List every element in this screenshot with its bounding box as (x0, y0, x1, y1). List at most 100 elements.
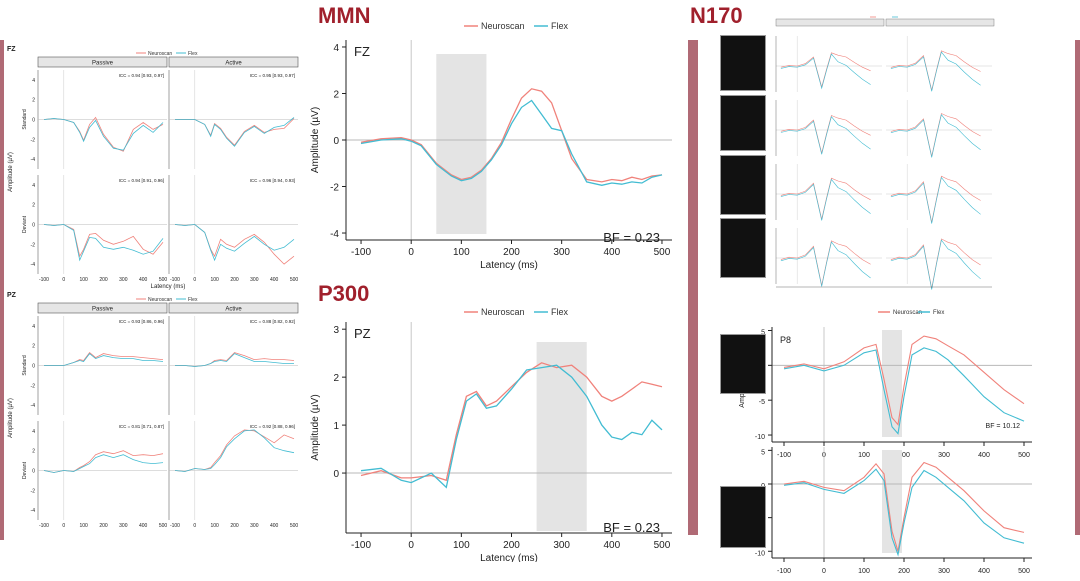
icc-annotation: ICC = 0.96 [0.94, 0.93] (250, 178, 295, 183)
icc-annotation: ICC = 0.88 [0.82, 0.92] (250, 319, 295, 324)
facet-header-label: Passive (92, 61, 114, 67)
panel-label: P8 (780, 335, 791, 345)
x-tick-label: 400 (270, 523, 279, 529)
x-axis-label: Latency (ms) (151, 284, 186, 290)
y-tick-label: 5 (761, 449, 765, 456)
icc-annotation: ICC = 0.93 [0.86, 0.96] (119, 319, 164, 324)
icc-annotation: ICC = 0.94 [0.93, 0.97] (119, 73, 164, 78)
analysis-window-shade (436, 54, 487, 234)
series-line-flex (890, 176, 981, 224)
x-tick-label: 100 (210, 277, 219, 283)
series-line-neuroscan (890, 113, 981, 157)
series-line-neuroscan (175, 118, 295, 146)
x-tick-label: 500 (159, 277, 168, 283)
panel-label: FZ (354, 44, 370, 59)
facet-header-label: Active (225, 61, 242, 67)
y-axis-label: Amplitude (µV) (8, 152, 14, 192)
series-line-neuroscan (43, 450, 164, 473)
x-tick-label: 300 (119, 277, 128, 283)
left-accent-bar (0, 40, 4, 540)
y-axis-label: Amplitude (µV) (310, 394, 321, 460)
y-tick-label: -4 (31, 157, 36, 163)
y-tick-label: -4 (31, 262, 36, 268)
series-line-flex (175, 353, 294, 367)
x-tick-label: -100 (777, 452, 791, 459)
x-tick-label: 300 (938, 452, 950, 459)
x-tick-label: 0 (408, 540, 414, 551)
y-tick-label: -10 (755, 550, 765, 557)
series-line-flex (783, 468, 1025, 557)
x-tick-label: 400 (978, 568, 990, 575)
series-line-flex (890, 51, 981, 92)
facet-header-label: Passive (92, 307, 114, 313)
y-tick-label: 0 (32, 364, 35, 370)
series-line-neuroscan (890, 175, 981, 223)
facet-row-label: Standard (22, 355, 28, 376)
x-tick-label: 0 (62, 523, 65, 529)
series-line-flex (780, 178, 871, 221)
x-tick-label: 400 (139, 523, 148, 529)
x-tick-label: 400 (270, 277, 279, 283)
x-tick-label: 100 (858, 568, 870, 575)
series-line-neuroscan (890, 50, 981, 91)
series-line-flex (175, 117, 295, 147)
series-line-neuroscan (174, 224, 295, 265)
x-tick-label: 500 (1018, 568, 1030, 575)
bayes-factor-annotation: BF = 0.23 (603, 230, 660, 245)
right-accent-bar (1075, 40, 1080, 535)
face-inverted-thumbnail-2 (720, 486, 766, 548)
y-tick-label: 1 (333, 421, 339, 432)
middle-accent-bar (688, 40, 698, 535)
analysis-window-shade (536, 342, 587, 531)
facet-header-passive (37, 302, 168, 314)
x-tick-label: 300 (553, 540, 570, 551)
series-line-flex (43, 454, 164, 473)
series-line-neuroscan (780, 52, 871, 89)
x-tick-label: 0 (193, 523, 196, 529)
x-tick-label: -100 (39, 523, 49, 529)
x-tick-label: -100 (170, 523, 180, 529)
x-tick-label: 400 (978, 452, 990, 459)
x-axis-label: Latency (ms) (480, 260, 538, 271)
x-tick-label: 500 (654, 247, 671, 258)
series-line-neuroscan (44, 352, 164, 366)
x-tick-label: 200 (99, 523, 108, 529)
face-thumbnail-1 (720, 35, 766, 91)
n170-overview-grid (775, 16, 995, 290)
fz-small-multiples-figure: FZ Neuroscan Flex Passive Active Standard 4 2 0 -… (7, 46, 298, 290)
y-tick-label: 3 (333, 325, 339, 336)
x-tick-label: 100 (79, 523, 88, 529)
x-tick-label: 0 (193, 277, 196, 283)
y-axis-label: Amplitude (µV) (8, 398, 14, 438)
x-tick-label: -100 (39, 277, 49, 283)
x-tick-label: 200 (230, 277, 239, 283)
x-axis-label: Latency (ms) (480, 553, 538, 562)
x-tick-label: 200 (898, 452, 910, 459)
bayes-factor-annotation: BF = 0.23 (603, 520, 660, 535)
x-tick-label: 500 (654, 540, 671, 551)
y-tick-label: -2 (31, 488, 36, 494)
y-tick-label: 0 (32, 118, 35, 124)
series-line-flex (44, 353, 164, 366)
x-tick-label: 500 (290, 523, 299, 529)
y-tick-label: -2 (31, 383, 36, 389)
facet-row-label: Standard (22, 109, 28, 130)
y-tick-label: -4 (330, 229, 339, 240)
x-tick-label: 300 (250, 523, 259, 529)
y-tick-label: -2 (31, 242, 36, 248)
x-tick-label: 400 (603, 540, 620, 551)
legend-flex-label: Flex (188, 297, 198, 303)
series-line-flex (780, 116, 871, 155)
watch-inverted-thumbnail-1 (720, 218, 766, 278)
bayes-factor-annotation: BF = 10.12 (986, 423, 1021, 430)
icc-annotation: ICC = 0.92 [0.88, 0.96] (250, 424, 295, 429)
series-line-flex (783, 347, 1025, 435)
series-line-neuroscan (174, 429, 295, 472)
x-tick-label: 200 (230, 523, 239, 529)
legend-flex-label: Flex (551, 307, 569, 317)
y-tick-label: 4 (32, 429, 35, 435)
series-line-flex (780, 53, 871, 90)
y-tick-label: 4 (32, 78, 35, 84)
legend-flex-label: Flex (188, 51, 198, 57)
